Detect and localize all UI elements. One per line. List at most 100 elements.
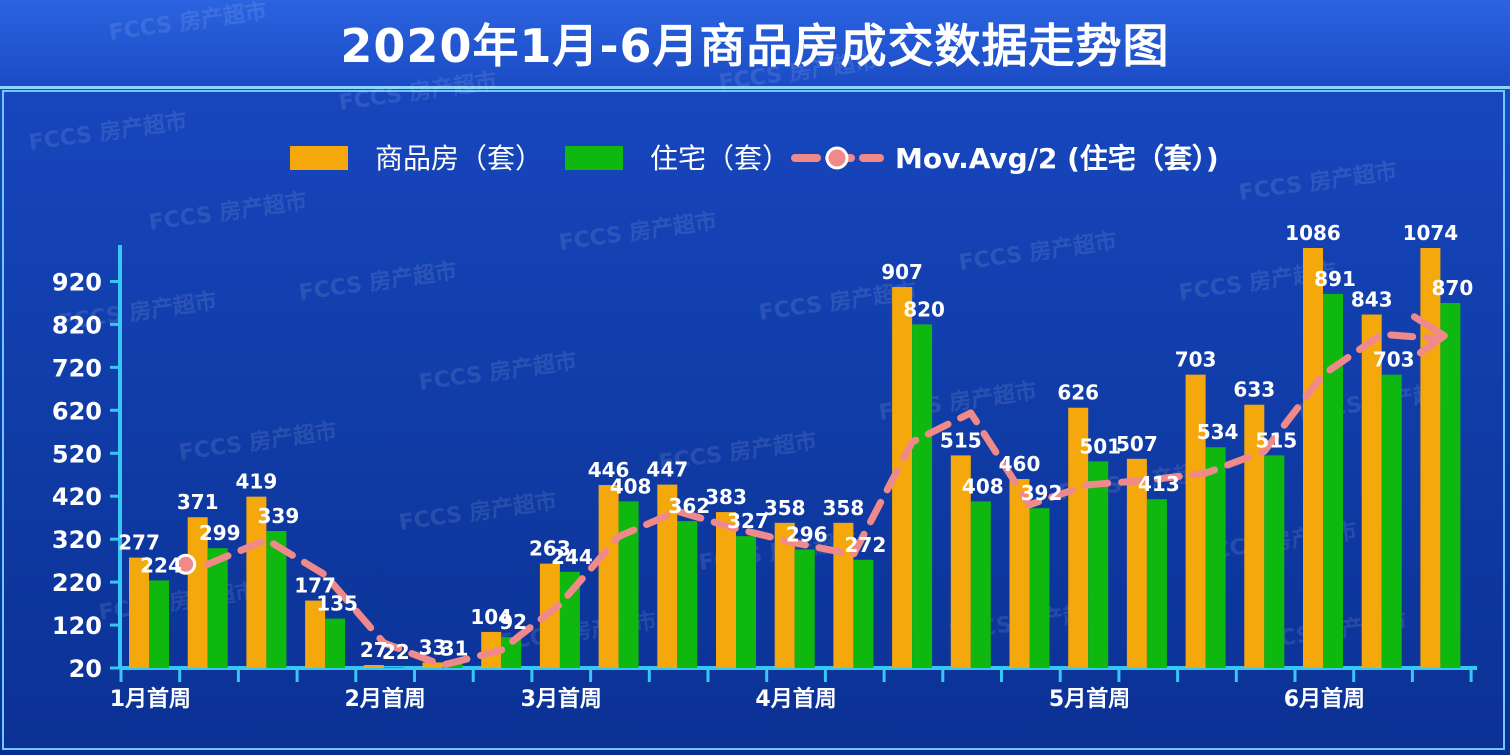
bar-commercial <box>363 664 384 668</box>
bar-commercial <box>129 557 149 668</box>
data-label-commercial: 515 <box>940 428 982 452</box>
data-label-residential: 339 <box>258 504 300 528</box>
y-tick-label: 520 <box>52 440 102 468</box>
data-label-commercial: 446 <box>588 458 630 482</box>
watermark-text: FCCS 房产超市 <box>297 258 458 306</box>
data-label-residential: 272 <box>845 533 887 557</box>
bar-commercial <box>657 484 678 668</box>
y-tick-label: 820 <box>52 311 102 339</box>
data-label-commercial: 27 <box>360 638 388 662</box>
x-category-label: 3月首周 <box>521 686 602 712</box>
data-label-residential: 501 <box>1079 434 1121 458</box>
data-label-commercial: 843 <box>1351 288 1393 312</box>
watermark-text: FCCS 房产超市 <box>717 48 878 96</box>
data-label-commercial: 907 <box>881 260 923 284</box>
data-label-residential: 703 <box>1373 348 1415 372</box>
y-tick-label: 920 <box>52 268 102 296</box>
y-tick-label: 420 <box>52 483 102 511</box>
bar-residential <box>1088 461 1109 668</box>
bar-residential <box>501 637 522 668</box>
data-label-residential: 92 <box>499 610 527 634</box>
data-label-commercial: 277 <box>118 531 160 555</box>
bar-commercial <box>1126 458 1147 668</box>
watermark-text: FCCS 房产超市 <box>397 488 558 536</box>
x-category-label: 2月首周 <box>344 686 425 712</box>
data-label-residential: 244 <box>551 545 593 569</box>
bar-commercial <box>1244 404 1265 668</box>
data-label-residential: 820 <box>903 297 945 321</box>
watermark-text: FCCS 房产超市 <box>147 188 308 236</box>
watermark-text: FCCS 房产超市 <box>337 68 498 116</box>
bar-commercial <box>1303 248 1323 668</box>
data-label-commercial: 177 <box>294 574 336 598</box>
data-label-commercial: 626 <box>1057 381 1099 405</box>
bar-commercial <box>305 600 326 668</box>
bar-residential <box>149 580 169 668</box>
data-label-residential: 891 <box>1314 267 1356 291</box>
watermark-text: FCCS 房产超市 <box>27 108 188 156</box>
data-label-residential: 22 <box>382 640 410 664</box>
bar-commercial <box>187 517 208 668</box>
bar-residential <box>853 559 874 668</box>
bar-commercial <box>1185 374 1206 668</box>
bar-residential <box>736 536 756 668</box>
watermark-text: FCCS 房产超市 <box>1237 158 1398 206</box>
y-tick-label: 720 <box>52 354 102 382</box>
bar-commercial <box>892 287 913 668</box>
data-label-residential: 299 <box>199 521 241 545</box>
legend-marker-moving-avg <box>825 146 849 170</box>
data-label-commercial: 371 <box>177 490 219 514</box>
data-label-residential: 408 <box>962 474 1004 498</box>
bar-residential <box>1264 455 1285 668</box>
bar-commercial <box>1420 248 1441 668</box>
data-label-commercial: 633 <box>1233 378 1275 402</box>
data-label-commercial: 507 <box>1116 432 1158 456</box>
y-tick-label: 620 <box>52 397 102 425</box>
bar-commercial <box>833 522 854 668</box>
moving-average-arrow <box>1410 313 1448 357</box>
bar-residential <box>618 501 639 668</box>
moving-average-start-marker <box>175 553 197 575</box>
bar-residential <box>383 667 404 668</box>
y-tick-label: 120 <box>52 612 102 640</box>
watermark-text: FCCS 房产超市 <box>957 228 1118 276</box>
data-label-commercial: 358 <box>764 496 806 520</box>
bar-residential <box>1205 447 1226 668</box>
legend-label-moving-avg: Mov.Avg/2 (住宅（套）) <box>895 142 1219 175</box>
data-label-residential: 534 <box>1197 420 1239 444</box>
data-label-commercial: 447 <box>646 458 688 482</box>
bar-commercial <box>1009 479 1030 668</box>
watermark-text: FCCS 房产超市 <box>557 208 718 256</box>
title-bar: 2020年1月-6月商品房成交数据走势图 <box>0 0 1510 89</box>
y-tick-label: 20 <box>69 655 102 683</box>
data-label-commercial: 703 <box>1175 348 1217 372</box>
data-label-residential: 31 <box>441 636 469 660</box>
bar-residential <box>325 618 346 668</box>
legend-swatch-residential <box>565 146 623 170</box>
bar-commercial <box>716 512 736 668</box>
y-tick-label: 220 <box>52 569 102 597</box>
data-label-residential: 515 <box>1255 428 1297 452</box>
data-label-commercial: 1074 <box>1403 221 1459 245</box>
legend-label-residential: 住宅（套） <box>650 142 790 175</box>
data-label-residential: 870 <box>1432 276 1474 300</box>
bar-commercial <box>1361 314 1382 668</box>
bar-residential <box>1440 302 1461 668</box>
watermark-text: FCCS 房产超市 <box>107 0 268 46</box>
legend-swatch-commercial <box>290 146 348 170</box>
data-label-residential: 327 <box>727 509 769 533</box>
data-label-residential: 135 <box>316 592 358 616</box>
data-label-residential: 413 <box>1138 472 1180 496</box>
bar-residential <box>1029 508 1050 668</box>
bar-residential <box>1146 499 1167 668</box>
data-label-commercial: 460 <box>999 452 1041 476</box>
data-label-commercial: 419 <box>236 470 278 494</box>
data-label-commercial: 33 <box>419 635 447 659</box>
data-label-residential: 296 <box>786 522 828 546</box>
data-label-residential: 224 <box>140 553 182 577</box>
bar-residential <box>207 548 228 668</box>
data-label-commercial: 383 <box>705 485 747 509</box>
